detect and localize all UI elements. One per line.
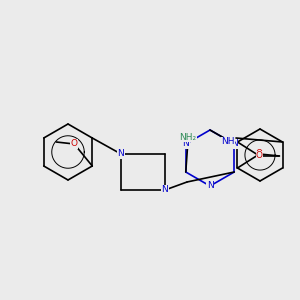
Text: O: O bbox=[256, 152, 263, 160]
Text: O: O bbox=[256, 149, 263, 158]
Text: NH₂: NH₂ bbox=[179, 133, 196, 142]
Text: N: N bbox=[207, 182, 213, 190]
Text: N: N bbox=[182, 140, 189, 148]
Text: NH: NH bbox=[221, 137, 235, 146]
Text: N: N bbox=[162, 185, 168, 194]
Text: O: O bbox=[71, 140, 78, 148]
Text: N: N bbox=[118, 149, 124, 158]
Text: N: N bbox=[231, 140, 238, 148]
